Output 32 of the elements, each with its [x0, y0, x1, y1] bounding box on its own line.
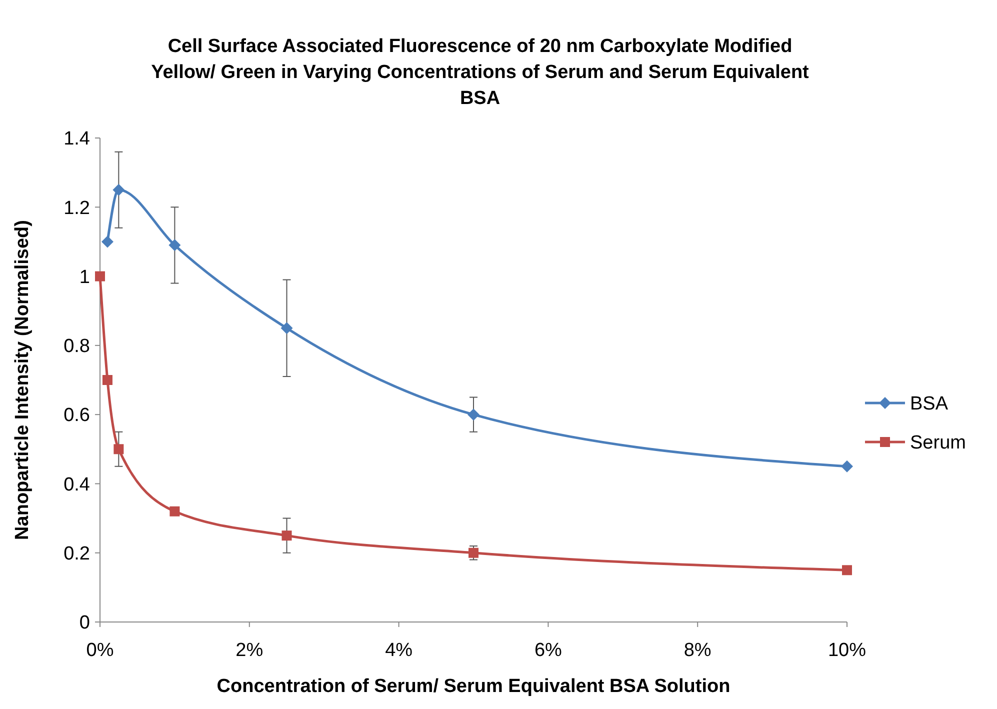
y-tick-label: 1.4 — [64, 128, 90, 150]
y-tick-label: 0.8 — [64, 336, 90, 358]
x-tick-label: 10% — [828, 640, 866, 661]
point — [168, 239, 181, 252]
point — [114, 444, 124, 454]
chart-title: Cell Surface Associated Fluorescence of 20 nm Carboxylate Modified Yellow/ Green in Varying Concentrations of Serum and Serum Equivalent BSA — [151, 36, 810, 109]
point — [841, 460, 853, 472]
point — [468, 548, 478, 558]
point — [170, 506, 180, 516]
x-tick-label: 8% — [684, 640, 712, 661]
point — [280, 322, 293, 334]
legend-label: Serum — [910, 432, 966, 454]
x-tick-label: 2% — [236, 640, 264, 661]
point — [468, 408, 480, 421]
point — [282, 530, 292, 541]
point — [95, 271, 105, 282]
x-tick-label: 0% — [86, 640, 114, 661]
point — [102, 375, 112, 385]
y-tick-label: 0 — [79, 612, 90, 634]
y-tick-label: 1.2 — [64, 198, 90, 219]
y-axis-title: Nanoparticle Intensity (Normalised) — [12, 220, 33, 540]
point — [842, 565, 852, 576]
x-tick-label: 4% — [385, 640, 413, 661]
y-tick-label: 1 — [79, 266, 90, 288]
x-tick-label: 6% — [534, 640, 562, 661]
y-tick-label: 0.4 — [64, 474, 90, 496]
y-tick-label: 0.6 — [64, 405, 90, 426]
legend-label: BSA — [910, 394, 948, 415]
point — [101, 236, 114, 248]
point — [112, 184, 125, 196]
y-tick-label: 0.2 — [64, 544, 90, 565]
x-axis-title: Concentration of Serum/ Serum Equivalent BSA Solution — [216, 676, 730, 697]
